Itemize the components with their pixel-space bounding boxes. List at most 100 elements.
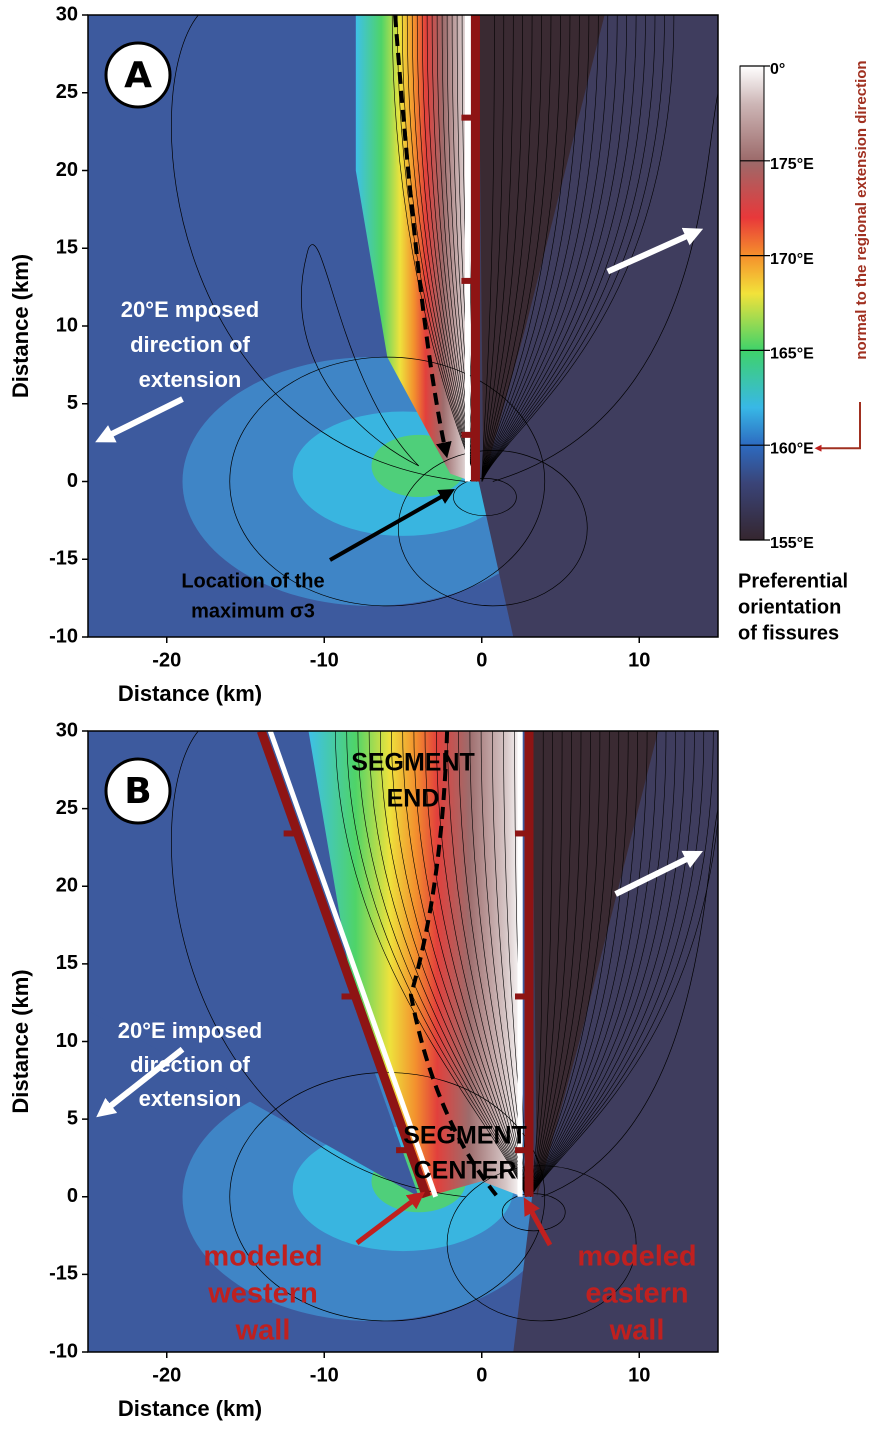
- contour: [171, 731, 467, 1198]
- contour: [481, 15, 542, 482]
- x-axis-label: Distance (km): [118, 1396, 262, 1421]
- panel-label: B: [124, 771, 151, 812]
- bracket: [814, 402, 861, 452]
- y-tick-label: 10: [56, 1030, 78, 1052]
- panel-badge: [104, 41, 172, 109]
- y-tick-label: 20: [56, 875, 78, 897]
- contour: [481, 15, 609, 482]
- contour: [481, 15, 590, 482]
- contour: [481, 15, 656, 482]
- y-tick-label: 0: [67, 470, 78, 492]
- annotation: wall: [609, 1315, 665, 1347]
- wedge: [308, 731, 523, 1197]
- y-tick-label: 0: [67, 1185, 78, 1207]
- extension-arrow: [614, 850, 703, 897]
- colorbar-tick-label: 175°E: [770, 156, 814, 173]
- contour: [481, 15, 561, 482]
- contour: [530, 731, 582, 1197]
- x-tick-label: 10: [628, 1364, 650, 1386]
- contour: [481, 15, 533, 482]
- contour: [413, 731, 527, 1197]
- x-tick-label: -10: [310, 1364, 339, 1386]
- annotation: SEGMENT: [403, 1122, 527, 1150]
- contour: [530, 731, 686, 1197]
- colorbar-label: Preferential: [738, 570, 848, 592]
- pointer-arrow: [523, 1197, 553, 1247]
- y-tick-label: -15: [49, 1263, 78, 1285]
- contour: [530, 731, 648, 1197]
- annotation: direction of: [130, 1052, 250, 1077]
- colorbar-label: orientation: [738, 596, 841, 618]
- contour: [530, 731, 553, 1197]
- contour: [530, 731, 620, 1197]
- contour: [530, 731, 601, 1197]
- contour: [396, 15, 478, 482]
- colorbar-tick-label: 170°E: [770, 251, 814, 268]
- colorbar: [739, 65, 765, 541]
- contour: [481, 15, 495, 482]
- contour: [530, 731, 638, 1197]
- annotation: wall: [235, 1315, 291, 1347]
- contour: [530, 731, 591, 1197]
- annotation: 20°E mposed: [121, 297, 259, 322]
- contour: [436, 15, 478, 482]
- contour: [171, 15, 467, 482]
- contour: [481, 15, 514, 482]
- contour: [446, 1165, 637, 1322]
- y-axis-label: Distance (km): [8, 969, 33, 1113]
- annotation: 20°E imposed: [118, 1018, 263, 1043]
- extension-arrow: [606, 227, 704, 275]
- contour: [481, 15, 571, 482]
- contour: [492, 731, 527, 1197]
- colorbar-tick-label: 155°E: [770, 535, 814, 552]
- x-tick-label: -20: [152, 649, 181, 671]
- contour: [436, 731, 527, 1197]
- pointer-arrow: [329, 489, 455, 562]
- field: [88, 731, 718, 1352]
- y-tick-label: -10: [49, 625, 78, 647]
- extension-arrow: [96, 1046, 185, 1118]
- dashed-trace: [408, 731, 500, 1199]
- y-tick-label: 15: [56, 237, 78, 259]
- panel-badge: [104, 757, 172, 825]
- contour: [357, 731, 527, 1197]
- contour: [481, 15, 675, 482]
- contour: [481, 15, 523, 482]
- contour: [481, 15, 618, 482]
- contour: [397, 450, 588, 607]
- y-tick-label: 25: [56, 797, 78, 819]
- contour: [301, 244, 420, 467]
- contour: [530, 731, 676, 1197]
- x-axis-label: Distance (km): [118, 681, 262, 706]
- contour: [492, 92, 718, 482]
- x-tick-label: -10: [310, 649, 339, 671]
- extension-arrow: [95, 396, 184, 443]
- contour: [481, 15, 627, 482]
- contour: [503, 731, 527, 1197]
- y-tick-label: 5: [67, 1107, 78, 1129]
- colorbar-tick-label: 0°: [770, 61, 785, 78]
- annotation: SEGMENT: [351, 749, 475, 777]
- contour: [481, 15, 599, 482]
- contour: [481, 15, 505, 482]
- annotation: modeled: [577, 1241, 696, 1273]
- field: [88, 15, 718, 637]
- annotation: modeled: [203, 1241, 322, 1273]
- x-tick-label: 0: [476, 649, 487, 671]
- contour: [530, 816, 718, 1197]
- annotation: extension: [139, 1086, 242, 1111]
- pointer-arrow: [355, 1191, 425, 1245]
- contour: [380, 731, 527, 1197]
- y-tick-label: 30: [56, 719, 78, 741]
- contour: [481, 15, 637, 482]
- dashed-trace: [393, 15, 452, 459]
- annotation: CENTER: [414, 1157, 517, 1185]
- west-dark: [88, 731, 419, 1197]
- x-tick-label: -20: [152, 1364, 181, 1386]
- contour: [530, 731, 667, 1197]
- y-tick-label: -15: [49, 548, 78, 570]
- contour: [541, 808, 718, 1198]
- annotation: maximum σ3: [191, 600, 315, 622]
- y-tick-label: 20: [56, 159, 78, 181]
